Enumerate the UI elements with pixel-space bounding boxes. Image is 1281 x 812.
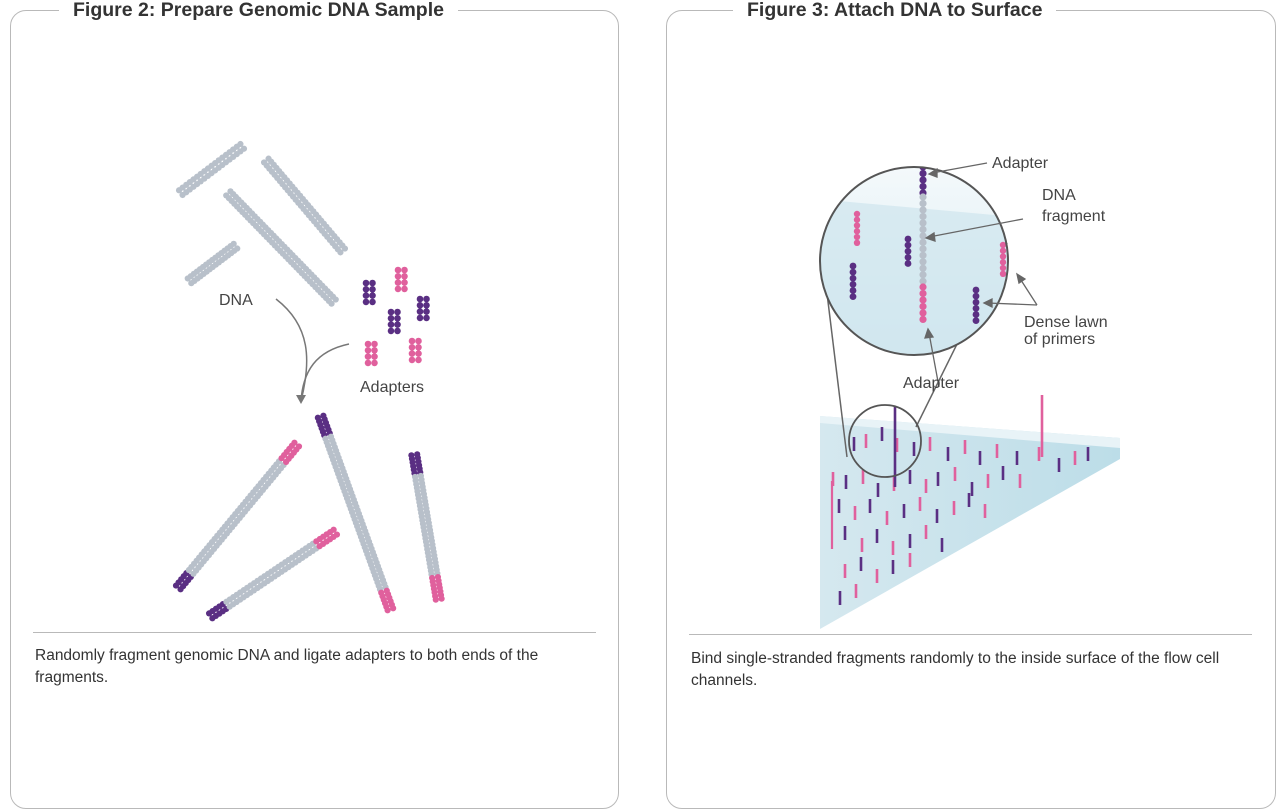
magnified-view-border [819,166,1009,356]
arrowhead-icon [296,395,306,404]
adapter-block [362,279,376,306]
figure-2-illustration: DNA Adapters [172,140,445,622]
adapter-top-label: Adapter [992,155,1049,172]
adapter-block [364,340,378,367]
figure-2-caption: Randomly fragment genomic DNA and ligate… [35,647,539,686]
primer-strand [849,262,857,300]
primer-strand [999,241,1007,277]
adapters-arrow [300,343,350,402]
primer-strand [919,283,927,323]
dna-strand [314,412,397,614]
figure-3-caption: Bind single-stranded fragments randomly … [691,650,1220,689]
magnified-surface-band [820,199,1008,355]
dna-strand [260,155,349,256]
adapter-block [387,308,401,335]
dna-strand [175,140,248,199]
dna-strand [205,526,341,622]
primer-strand [853,210,861,246]
primer-strand [919,193,927,285]
dna-strand [172,439,303,593]
dense-lawn-label-line2: of primers [1024,331,1095,348]
surface-primer-lawn [830,395,1090,605]
figure-2-title: Figure 2: Prepare Genomic DNA Sample [59,0,458,22]
adapter-bottom-label: Adapter [903,375,960,392]
figure-3-illustration: Adapter DNA fragment Dense lawn of prime… [819,155,1120,629]
primer-strand [972,286,980,324]
adapters-label: Adapters [360,379,424,396]
dna-fragment-label-line2: fragment [1042,208,1106,225]
caption-divider [33,632,596,633]
adapter-block [408,337,422,364]
dense-lawn-label-line1: Dense lawn [1024,314,1108,331]
magnified-primers [849,167,1007,324]
primer-strand [919,167,927,197]
figure-3-panel: Figure 3: Attach DNA to Surface [666,0,1276,809]
raw-dna-fragments [175,140,349,307]
dna-arrow [275,298,308,402]
adapter-block [394,266,408,293]
dna-strand [223,188,339,307]
caption-divider [689,634,1252,635]
dna-fragment-label-line1: DNA [1042,187,1076,204]
figure-3-title: Figure 3: Attach DNA to Surface [733,0,1057,22]
ligated-dna-fragments [172,412,445,622]
loose-adapters [362,266,430,367]
zoom-source-circle [848,404,922,478]
adapter-block [416,295,430,322]
primer-strand [904,235,912,267]
callout-arrows [924,162,1038,388]
dna-strand [408,451,445,603]
zoom-line-left [824,276,848,458]
dna-label: DNA [219,292,253,309]
dna-strand [184,240,241,287]
figure-2-panel: Figure 2: Prepare Genomic DNA Sample DNA… [10,0,619,809]
